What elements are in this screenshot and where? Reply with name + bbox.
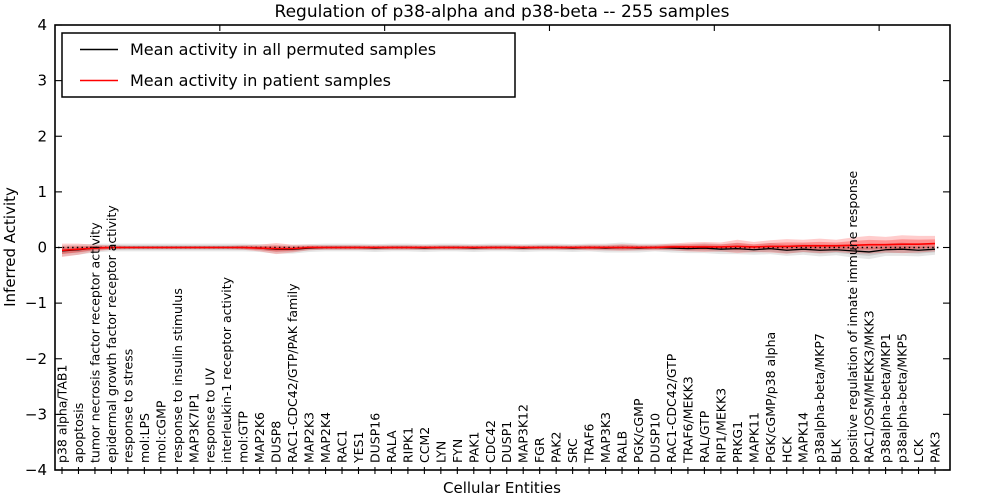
x-tick-label: RAC1-CDC42/GTP/PAK family	[285, 283, 300, 463]
y-tick-label: 2	[37, 127, 47, 145]
x-axis-label: Cellular Entities	[443, 479, 561, 497]
x-tick-label: mol:LPS	[137, 413, 152, 463]
y-tick-label: 1	[37, 183, 47, 201]
x-tick-label: FGR	[532, 437, 547, 463]
x-tick-label: DUSP1	[499, 421, 514, 463]
x-tick-label: interleukin-1 receptor activity	[219, 276, 234, 463]
x-tick-label: response to stress	[120, 349, 135, 463]
x-tick-label: DUSP8	[269, 421, 284, 463]
legend-label-permuted: Mean activity in all permuted samples	[130, 40, 436, 59]
patient-mean-line	[61, 242, 936, 252]
legend-box	[61, 32, 516, 98]
patient-samples-std-inner	[62, 239, 935, 254]
y-tick-labels: 4 3 2 1 0 −1 −2 −3 −4	[25, 16, 47, 479]
x-tick-label: CDC42	[483, 420, 498, 463]
x-tick-label: PGK/cGMP/p38 alpha	[763, 332, 778, 463]
x-tick-label: HCK	[779, 436, 794, 463]
x-tick-label: p38 alpha/TAB1	[55, 365, 70, 463]
x-tick-label: DUSP10	[647, 413, 662, 463]
x-tick-label: PAK3	[928, 432, 943, 463]
y-tick-label: 0	[37, 239, 47, 257]
y-axis-label: Inferred Activity	[1, 187, 19, 307]
x-tick-label: positive regulation of innate immune res…	[845, 171, 860, 463]
x-tick-label: SRC	[565, 438, 580, 463]
y-tick-label: −3	[25, 405, 47, 423]
x-tick-label: MAPK11	[746, 412, 761, 463]
y-tick-label: −4	[25, 461, 47, 479]
x-tick-label: RALB	[615, 431, 630, 463]
x-tick-label: MAP3K7IP1	[186, 393, 201, 463]
x-tick-label: MAP2K3	[302, 412, 317, 463]
legend-label-patient: Mean activity in patient samples	[130, 71, 391, 90]
y-tick-label: −1	[25, 294, 47, 312]
x-tick-label: RALA	[384, 430, 399, 463]
x-tick-label: apoptosis	[71, 403, 86, 463]
x-tick-label: PGK/cGMP	[631, 398, 646, 463]
x-tick-label: RIPK1	[400, 427, 415, 463]
y-tick-label: −2	[25, 350, 47, 368]
x-tick-label: RAC1/OSM/MEKK3/MKK3	[862, 310, 877, 463]
x-tick-label: YES1	[351, 432, 366, 464]
x-tick-label: RAL/GTP	[697, 410, 712, 463]
x-tick-label: tumor necrosis factor receptor activity	[87, 222, 102, 463]
chart-title: Regulation of p38-alpha and p38-beta -- …	[275, 2, 730, 22]
x-tick-label: p38alpha-beta/MKP1	[878, 333, 893, 463]
x-tick-label: MAP3K12	[516, 404, 531, 463]
x-tick-label: RAC1-CDC42/GTP	[664, 353, 679, 463]
x-tick-label: DUSP16	[367, 413, 382, 463]
x-tick-label: RAC1	[335, 430, 350, 463]
mean-activity-lines	[61, 242, 936, 253]
x-tick-label: CCM2	[417, 427, 432, 463]
axis-ticks	[55, 24, 950, 474]
x-tick-label: MAP3K3	[598, 412, 613, 463]
x-tick-label: response to insulin stimulus	[170, 288, 185, 463]
x-tick-label: MAP2K6	[252, 412, 267, 463]
x-tick-label: p38alpha-beta/MKP5	[895, 333, 910, 463]
x-tick-label: PAK2	[549, 432, 564, 463]
x-tick-label: mol:cGMP	[153, 400, 168, 463]
x-tick-labels: p38 alpha/TAB1 apoptosis tumor necrosis fa…	[55, 171, 943, 464]
x-tick-label: MAP2K4	[318, 412, 333, 463]
x-tick-label: FYN	[450, 439, 465, 463]
x-tick-label: TRAF6/MEKK3	[680, 376, 695, 464]
x-tick-label: LCK	[911, 438, 926, 463]
x-tick-label: LYN	[433, 441, 448, 463]
legend: Mean activity in all permuted samples Me…	[61, 32, 516, 98]
y-tick-label: 3	[37, 72, 47, 90]
x-tick-label: epidermal growth factor receptor activit…	[104, 205, 119, 463]
x-tick-label: response to UV	[203, 368, 218, 463]
x-tick-label: PAK1	[466, 432, 481, 463]
x-tick-label: p38alpha-beta/MKP7	[812, 333, 827, 463]
patient-samples-std-outer	[62, 235, 935, 257]
x-tick-label: BLK	[829, 438, 844, 463]
x-tick-label: PRKG1	[730, 421, 745, 463]
x-tick-label: mol:GTP	[236, 411, 251, 463]
y-tick-label: 4	[37, 16, 47, 34]
x-tick-label: MAPK14	[796, 412, 811, 463]
x-tick-label: TRAF6	[582, 423, 597, 464]
x-tick-label: RIP1/MEKK3	[713, 388, 728, 463]
